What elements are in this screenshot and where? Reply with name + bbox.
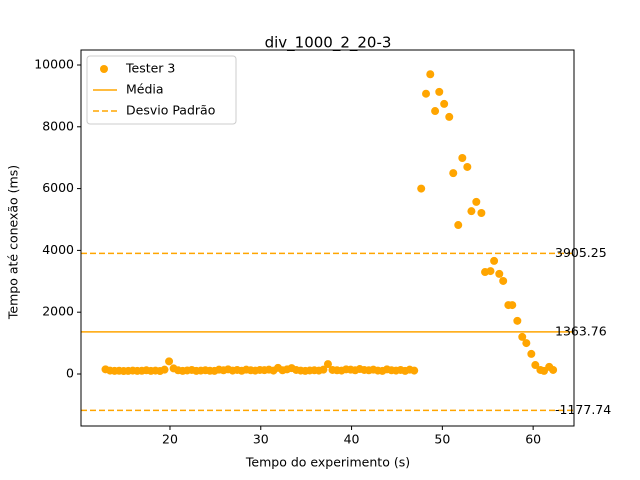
point	[454, 221, 463, 230]
point	[490, 256, 499, 265]
reference-label: -1177.74	[555, 402, 611, 417]
x-axis-label: Tempo do experimento (s)	[245, 455, 410, 470]
point	[472, 197, 481, 206]
point	[435, 87, 444, 96]
point	[518, 332, 527, 341]
x-tick-label: 50	[434, 432, 450, 447]
point	[449, 169, 458, 178]
y-tick-label: 6000	[42, 180, 74, 195]
reference-label: 1363.76	[555, 323, 607, 338]
point	[531, 361, 540, 370]
legend-marker	[100, 65, 108, 73]
point	[323, 360, 332, 369]
legend-label: Tester 3	[125, 61, 175, 76]
y-tick-label: 8000	[42, 118, 74, 133]
y-tick-label: 4000	[42, 242, 74, 257]
legend-box	[86, 55, 237, 125]
legend-label: Média	[126, 82, 164, 97]
point	[458, 153, 467, 162]
y-tick-label: 0	[66, 365, 74, 380]
point	[440, 99, 449, 108]
point	[522, 339, 531, 348]
point	[426, 70, 435, 79]
point	[513, 316, 522, 325]
point	[165, 357, 174, 366]
reference-label: 3905.25	[555, 245, 607, 260]
y-axis-label: Tempo até conexão (ms)	[6, 165, 21, 320]
plot-frame	[80, 49, 575, 427]
point	[319, 365, 328, 374]
point	[499, 276, 508, 285]
point	[508, 301, 517, 310]
y-tick-label: 10000	[34, 56, 74, 71]
point	[417, 184, 426, 193]
x-tick-label: 30	[253, 432, 269, 447]
point	[160, 365, 169, 374]
point	[527, 349, 536, 358]
y-tick-label: 2000	[42, 304, 74, 319]
point	[463, 162, 472, 171]
point	[445, 112, 454, 121]
x-tick-label: 20	[162, 432, 178, 447]
chart-title: div_1000_2_20-3	[265, 34, 392, 53]
x-tick-label: 60	[525, 432, 541, 447]
point	[495, 269, 504, 278]
x-tick-label: 40	[344, 432, 360, 447]
point	[431, 107, 440, 116]
point	[477, 209, 486, 218]
point	[486, 267, 495, 276]
point	[549, 365, 558, 374]
legend-label: Desvio Padrão	[126, 103, 215, 118]
point	[422, 89, 431, 98]
point	[410, 366, 419, 375]
point	[467, 207, 476, 216]
